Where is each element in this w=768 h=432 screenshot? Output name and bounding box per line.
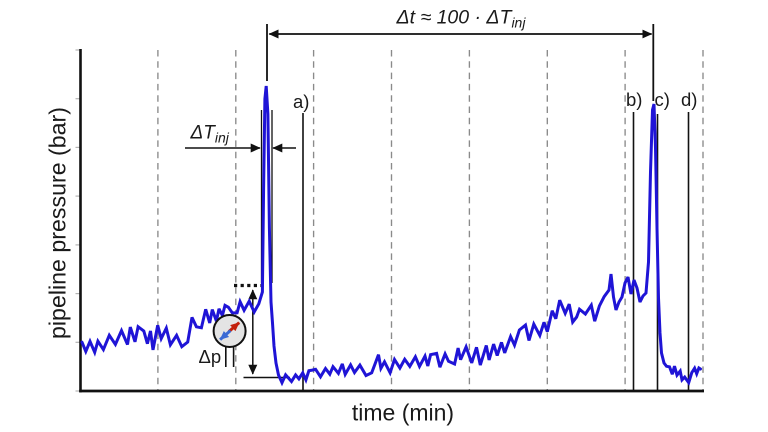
svg-text:c): c) [655, 89, 670, 110]
svg-text:a): a) [293, 91, 309, 112]
svg-text:d): d) [681, 89, 697, 110]
svg-text:Δp: Δp [199, 346, 222, 367]
svg-text:time (min): time (min) [352, 400, 454, 426]
svg-text:Δt ≈ 100 · ΔTinj: Δt ≈ 100 · ΔTinj [396, 7, 527, 31]
svg-text:pipeline pressure (bar): pipeline pressure (bar) [45, 107, 71, 339]
svg-text:b): b) [626, 89, 642, 110]
